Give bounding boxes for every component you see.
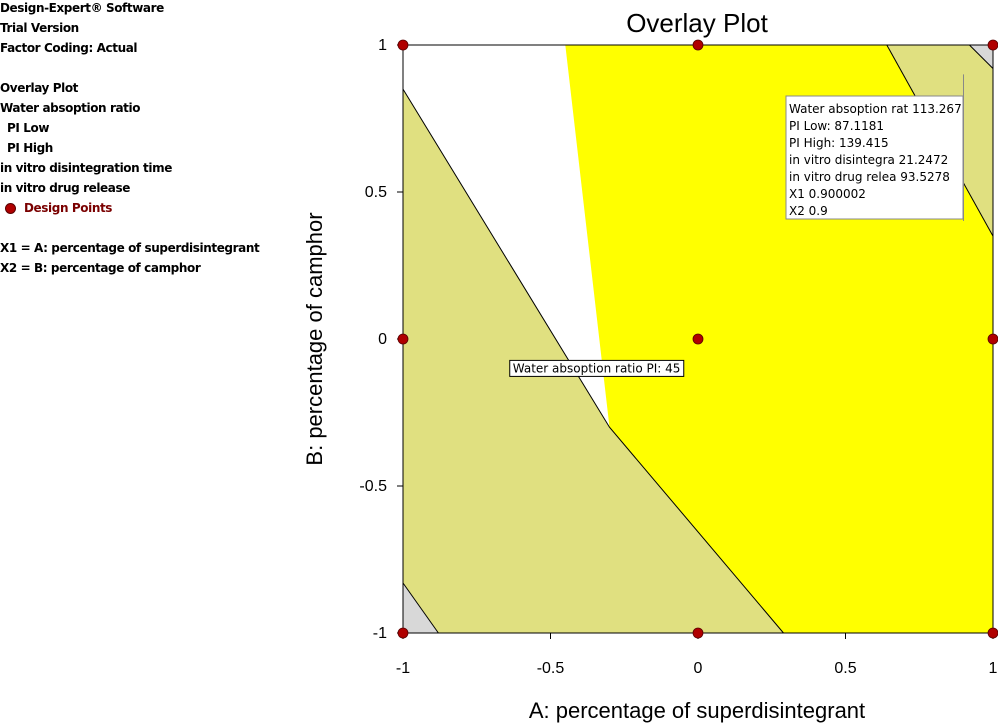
contour-label-box bbox=[509, 359, 685, 377]
design-point-legend-icon bbox=[5, 203, 16, 214]
x2-definition: X2 = B: percentage of camphor bbox=[0, 261, 201, 275]
contour-label-text: Water absoption ratio PI: 45 bbox=[513, 361, 681, 375]
design-points-legend-label: Design Points bbox=[24, 201, 113, 215]
factor-coding-label: Factor Coding: Actual bbox=[0, 41, 138, 55]
contour-line-3 bbox=[402, 582, 439, 634]
design-point bbox=[987, 627, 998, 639]
design-point bbox=[987, 39, 998, 51]
flag-line: X2 0.9 bbox=[789, 204, 828, 218]
response-disintegration-time: in vitro disintegration time bbox=[0, 161, 172, 175]
design-point bbox=[692, 39, 704, 51]
y-tick-label: -0.5 bbox=[359, 478, 387, 495]
contour-line-0 bbox=[402, 88, 784, 634]
y-tick-label: 0 bbox=[378, 331, 387, 348]
pi-low-label: PI Low bbox=[7, 121, 50, 135]
flag-line: PI Low: 87.1181 bbox=[789, 119, 884, 133]
trial-version-label: Trial Version bbox=[0, 21, 79, 35]
infeasible-region-1 bbox=[403, 89, 784, 634]
annotations: Water absoption ratio PI: 45 Water absopt… bbox=[509, 74, 964, 377]
software-name: Design-Expert® Software bbox=[0, 1, 164, 15]
design-point bbox=[692, 627, 704, 639]
x-tick-label: 0.5 bbox=[834, 660, 856, 677]
y-tick-label: -1 bbox=[373, 625, 387, 642]
design-point bbox=[692, 333, 704, 345]
contour-line-2 bbox=[969, 44, 994, 69]
x1-definition: X1 = A: percentage of superdisintegrant bbox=[0, 241, 260, 255]
design-point bbox=[397, 333, 409, 345]
chart-title: Overlay Plot bbox=[626, 8, 768, 38]
y-axis-ticks: -1 -0.5 0 0.5 1 bbox=[359, 37, 403, 642]
x-tick-label: -1 bbox=[396, 660, 410, 677]
x-tick-label: -0.5 bbox=[537, 660, 565, 677]
x-axis-title: A: percentage of superdisintegrant bbox=[529, 698, 865, 723]
design-point bbox=[397, 39, 409, 51]
design-points bbox=[397, 39, 998, 639]
y-tick-label: 1 bbox=[378, 37, 387, 54]
x-axis-ticks: -1 -0.5 0 0.5 1 bbox=[396, 633, 998, 677]
plot-type-label: Overlay Plot bbox=[0, 81, 79, 95]
flag-line: in vitro drug relea 93.5278 bbox=[789, 170, 950, 184]
design-point bbox=[397, 627, 409, 639]
flag-line: Water absoption rat 113.267 bbox=[789, 102, 962, 116]
flag-line: X1 0.900002 bbox=[789, 187, 866, 201]
x-tick-label: 0 bbox=[694, 660, 703, 677]
x-tick-label: 1 bbox=[989, 660, 998, 677]
pi-high-label: PI High bbox=[7, 141, 53, 155]
response-drug-release: in vitro drug release bbox=[0, 181, 130, 195]
y-tick-label: 0.5 bbox=[365, 184, 387, 201]
design-point bbox=[987, 333, 998, 345]
response-water-absorption: Water absoption ratio bbox=[0, 101, 141, 115]
flag-line: in vitro disintegra 21.2472 bbox=[789, 153, 948, 167]
y-axis-title: B: percentage of camphor bbox=[302, 212, 327, 465]
flag-line: PI High: 139.415 bbox=[789, 136, 889, 150]
flag-box bbox=[785, 95, 964, 220]
